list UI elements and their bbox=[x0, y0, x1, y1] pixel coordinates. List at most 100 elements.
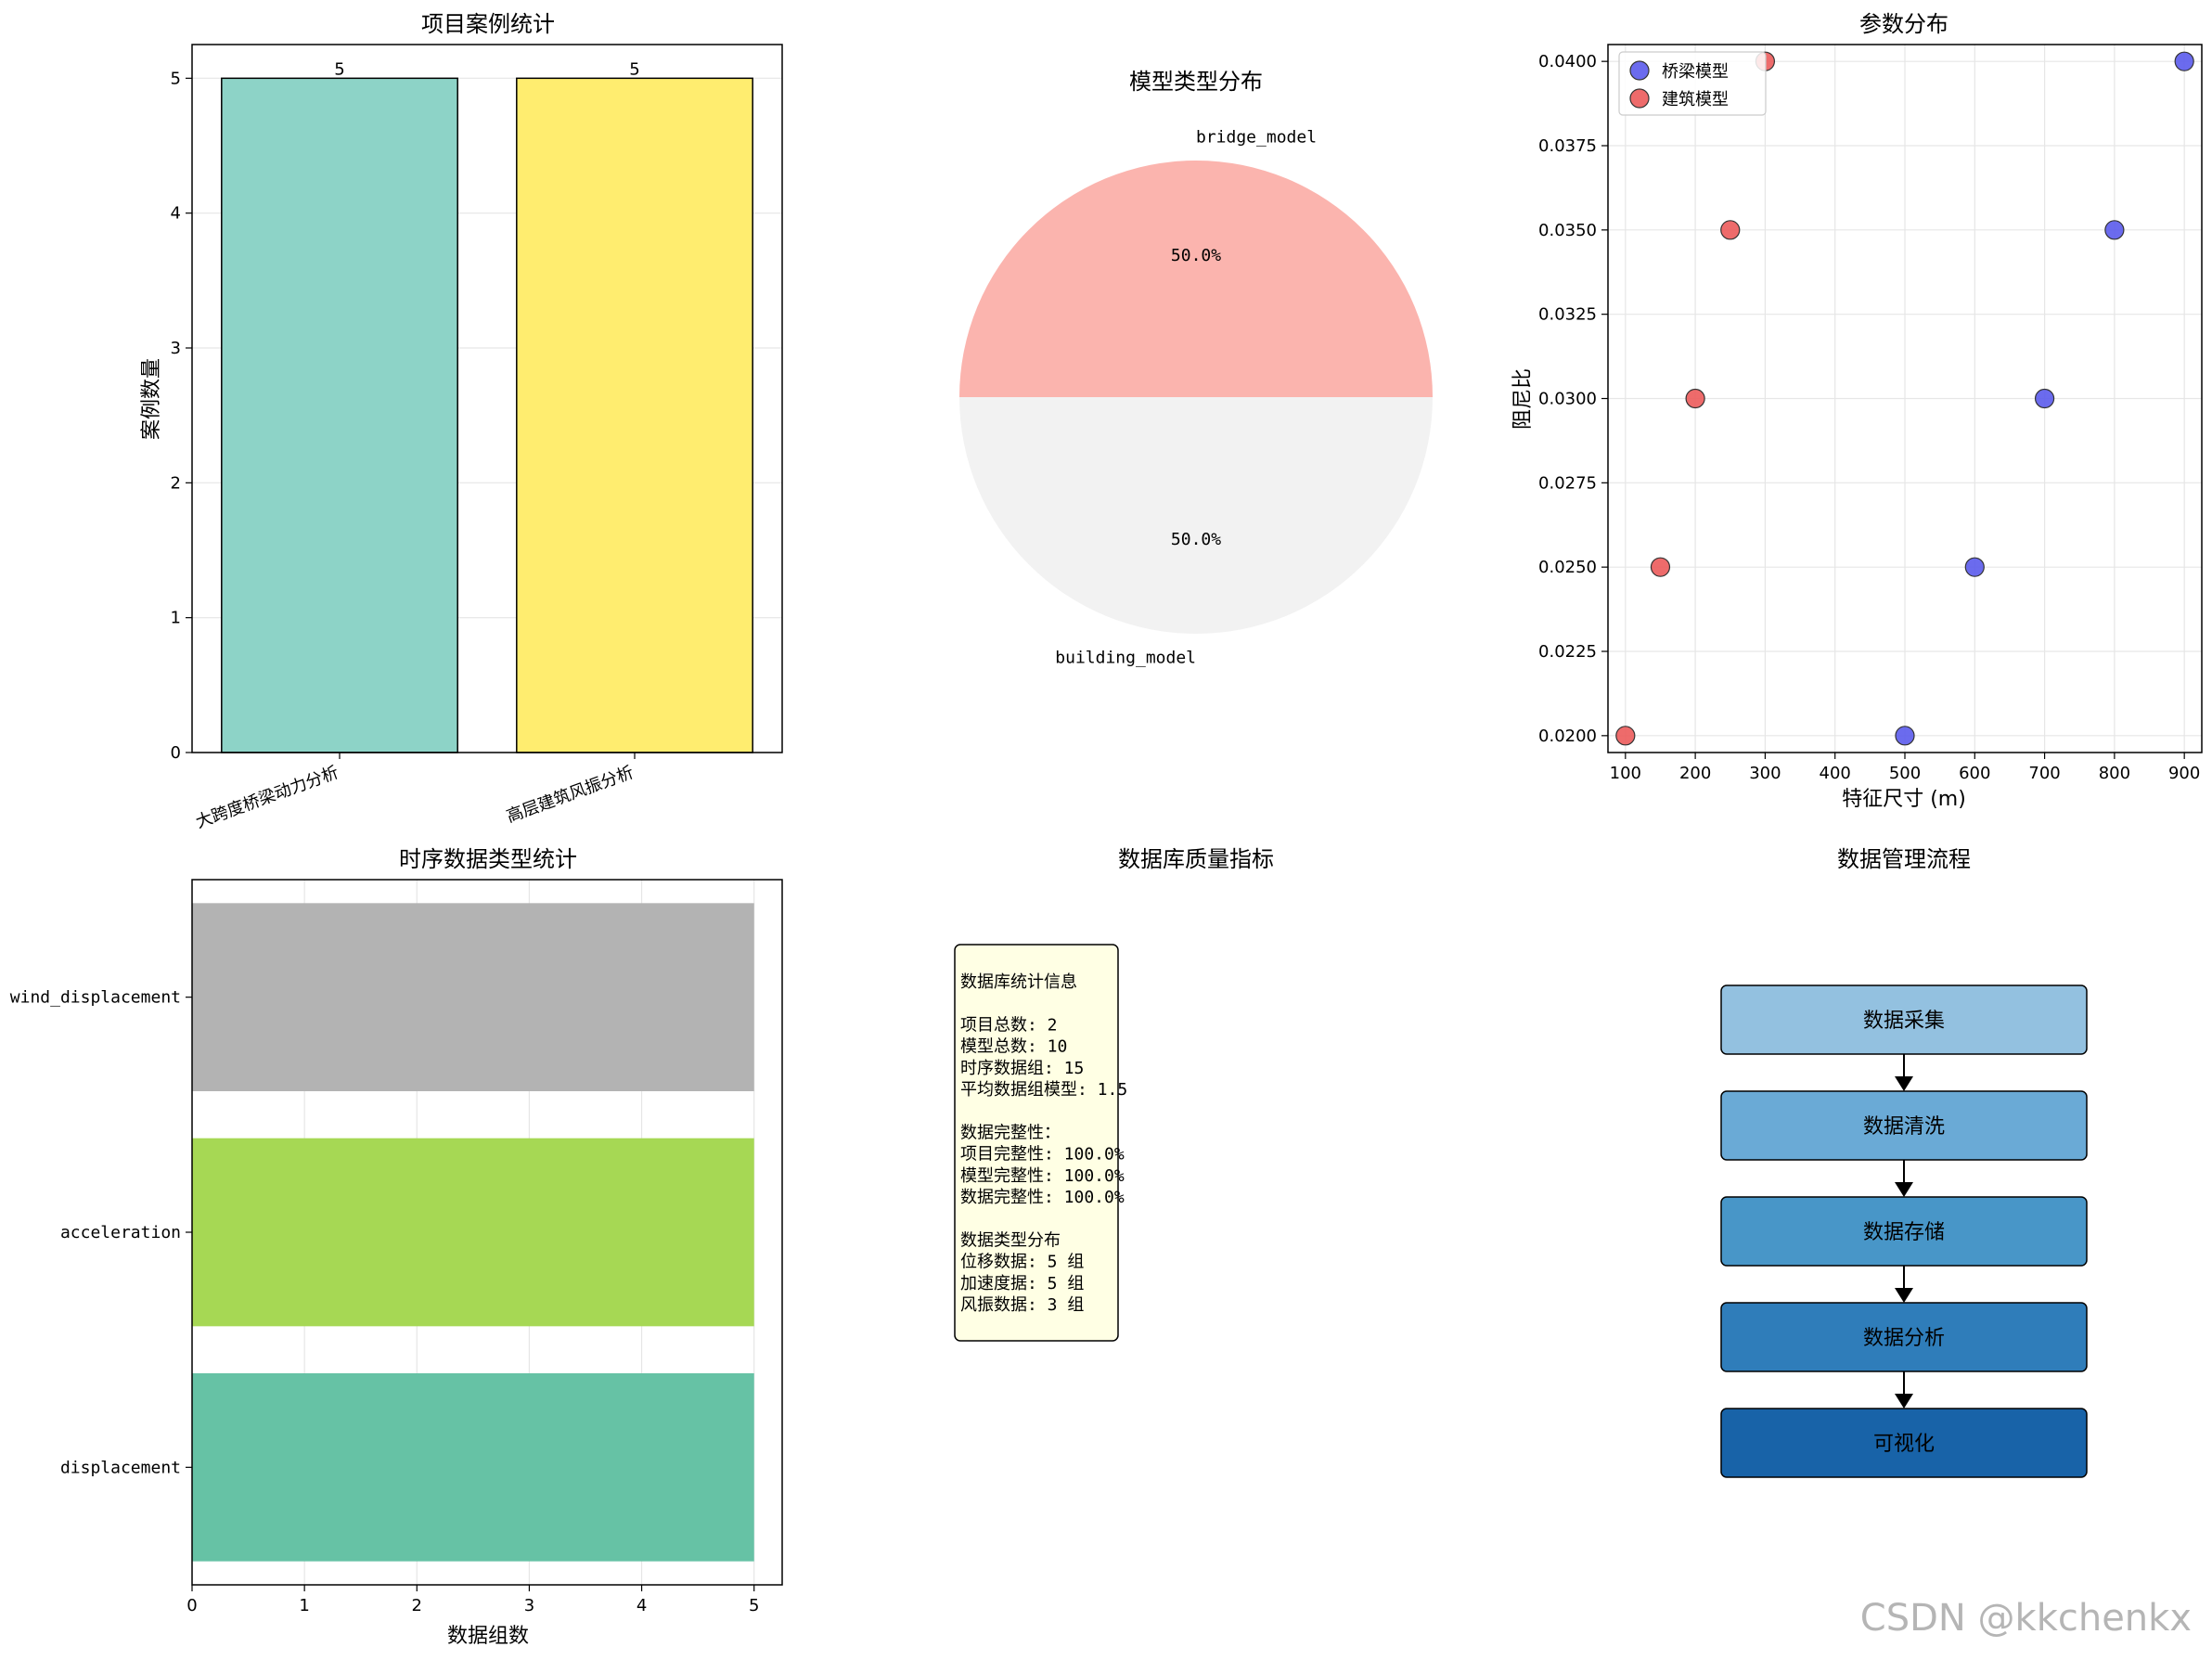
db-quality-box bbox=[954, 944, 1119, 1342]
param-dist-x-tick-label: 900 bbox=[2168, 764, 2200, 783]
param-dist-x-label: 特征尺寸 (m) bbox=[1842, 788, 1966, 811]
project-cases-x-tick-label: 高层建筑风振分析 bbox=[504, 763, 636, 827]
param-dist-title: 参数分布 bbox=[1859, 11, 1948, 37]
db-quality-line: 数据类型分布 bbox=[960, 1230, 1061, 1250]
timeseries-types-y-tick-label: displacement bbox=[60, 1458, 181, 1477]
watermark: CSDN @kkchenkx bbox=[1859, 1597, 2192, 1640]
db-quality-line: 风振数据: 3 组 bbox=[960, 1295, 1084, 1315]
timeseries-types-x-ticks: 0 1 2 3 4 5 bbox=[186, 1585, 759, 1615]
timeseries-types-x-tick-label: 4 bbox=[637, 1596, 647, 1615]
project-cases-bar bbox=[516, 77, 753, 753]
data-flow-title: 数据管理流程 bbox=[1837, 846, 1971, 872]
timeseries-types-x-tick-label: 3 bbox=[524, 1596, 534, 1615]
data-flow-step-box bbox=[1720, 1408, 2088, 1478]
data-flow-step-label: 数据存储 bbox=[1863, 1221, 1945, 1244]
param-dist-x-tick-label: 400 bbox=[1820, 764, 1851, 783]
param-dist-chart: 参数分布 0.0200 0.0225 0.0250 0.0275 0.0300 0.032… bbox=[1511, 11, 2203, 811]
timeseries-types-y-tick-label: acceleration bbox=[60, 1223, 181, 1242]
timeseries-types-y-tick-label: wind_displacement bbox=[10, 988, 181, 1008]
db-quality-title: 数据库质量指标 bbox=[1118, 846, 1274, 872]
project-cases-title: 项目案例统计 bbox=[421, 11, 555, 37]
db-quality-line: 模型总数: 10 bbox=[960, 1037, 1067, 1057]
param-dist-y-tick-label: 0.0275 bbox=[1538, 473, 1597, 493]
param-dist-legend-box bbox=[1618, 51, 1767, 116]
model-types-slices bbox=[959, 161, 1433, 634]
project-cases-bar-value: 5 bbox=[334, 59, 344, 79]
param-dist-y-tick-label: 0.0250 bbox=[1538, 558, 1597, 577]
timeseries-types-y-ticks: displacement acceleration wind_displacemen… bbox=[10, 988, 192, 1477]
project-cases-bars bbox=[221, 77, 753, 753]
model-types-pct-label: 50.0% bbox=[1171, 530, 1221, 549]
data-flow-step-label: 可视化 bbox=[1873, 1433, 1935, 1456]
param-dist-y-tick-label: 0.0225 bbox=[1538, 642, 1597, 662]
param-dist-x-tick-label: 200 bbox=[1679, 764, 1711, 783]
param-dist-x-tick-label: 300 bbox=[1749, 764, 1781, 783]
db-quality-line: 项目完整性: 100.0% bbox=[960, 1145, 1125, 1165]
project-cases-y-label: 案例数量 bbox=[140, 358, 163, 440]
project-cases-y-tick-label: 4 bbox=[171, 204, 181, 224]
project-cases-axes-frame bbox=[191, 44, 783, 753]
param-dist-point bbox=[1685, 388, 1705, 409]
project-cases-x-ticks: 大跨度桥梁动力分析 高层建筑风振分析 bbox=[193, 753, 637, 832]
param-dist-y-tick-label: 0.0300 bbox=[1538, 390, 1597, 409]
timeseries-types-x-label: 数据组数 bbox=[447, 1625, 529, 1648]
data-flow-arrow-head bbox=[1895, 1182, 1913, 1197]
db-quality-line: 平均数据组模型: 1.5 bbox=[960, 1080, 1127, 1100]
project-cases-bar bbox=[221, 77, 458, 753]
project-cases-y-tick-label: 2 bbox=[171, 473, 181, 493]
model-types-title: 模型类型分布 bbox=[1129, 69, 1263, 95]
project-cases-y-tick-label: 1 bbox=[171, 609, 181, 628]
data-flow-step-label: 数据分析 bbox=[1863, 1327, 1945, 1350]
timeseries-types-x-tick-label: 0 bbox=[186, 1596, 197, 1615]
param-dist-y-tick-label: 0.0350 bbox=[1538, 221, 1597, 240]
param-dist-y-tick-label: 0.0200 bbox=[1538, 727, 1597, 746]
timeseries-types-bar bbox=[192, 1138, 754, 1327]
param-dist-point bbox=[1964, 557, 1985, 577]
param-dist-legend-label: 建筑模型 bbox=[1662, 90, 1729, 109]
param-dist-y-tick-label: 0.0375 bbox=[1538, 136, 1597, 156]
param-dist-x-tick-label: 500 bbox=[1889, 764, 1921, 783]
param-dist-point bbox=[1650, 557, 1671, 577]
model-types-chart: 模型类型分布 50.0% bridge_model 50.0% building_mo… bbox=[959, 69, 1433, 668]
data-flow-step-label: 数据采集 bbox=[1863, 1010, 1945, 1033]
db-quality-line: 模型完整性: 100.0% bbox=[960, 1166, 1125, 1186]
model-types-pct-label: 50.0% bbox=[1171, 246, 1221, 265]
project-cases-y-tick-label: 3 bbox=[171, 339, 181, 358]
timeseries-types-title: 时序数据类型统计 bbox=[399, 846, 577, 872]
db-quality-line: 数据库统计信息 bbox=[960, 972, 1077, 992]
param-dist-grid bbox=[1608, 45, 2202, 753]
timeseries-types-bar bbox=[192, 1373, 754, 1562]
model-types-slice-label: bridge_model bbox=[1196, 128, 1317, 148]
model-types-slice-label: building_model bbox=[1055, 649, 1196, 668]
param-dist-x-tick-label: 100 bbox=[1610, 764, 1641, 783]
param-dist-legend-marker bbox=[1629, 60, 1650, 81]
project-cases-x-tick-label: 大跨度桥梁动力分析 bbox=[193, 763, 341, 832]
param-dist-y-ticks: 0.0200 0.0225 0.0250 0.0275 0.0300 0.0325 0.03… bbox=[1538, 52, 1608, 746]
db-quality-line: 数据完整性: 100.0% bbox=[960, 1188, 1125, 1207]
param-dist-point bbox=[1895, 726, 1915, 746]
timeseries-types-chart: 时序数据类型统计 displacement acceleration wind_di… bbox=[10, 846, 783, 1648]
timeseries-types-x-tick-label: 2 bbox=[412, 1596, 422, 1615]
param-dist-x-tick-label: 700 bbox=[2028, 764, 2060, 783]
param-dist-x-tick-label: 600 bbox=[1959, 764, 1990, 783]
data-flow-arrow-head bbox=[1895, 1288, 1913, 1303]
data-flow-arrow-head bbox=[1895, 1076, 1913, 1091]
db-quality-line: 数据完整性： bbox=[960, 1123, 1061, 1142]
db-quality-line: 位移数据: 5 组 bbox=[960, 1253, 1084, 1272]
param-dist-legend-label: 桥梁模型 bbox=[1662, 62, 1729, 82]
project-cases-y-tick-label: 5 bbox=[171, 69, 181, 88]
db-quality-line: 加速度据: 5 组 bbox=[960, 1274, 1084, 1293]
model-types-slice bbox=[959, 161, 1433, 397]
project-cases-y-tick-label: 0 bbox=[171, 743, 181, 763]
db-quality-line: 项目总数: 2 bbox=[960, 1015, 1058, 1035]
param-dist-legend-marker bbox=[1629, 88, 1650, 109]
data-flow-arrow-head bbox=[1895, 1394, 1913, 1409]
